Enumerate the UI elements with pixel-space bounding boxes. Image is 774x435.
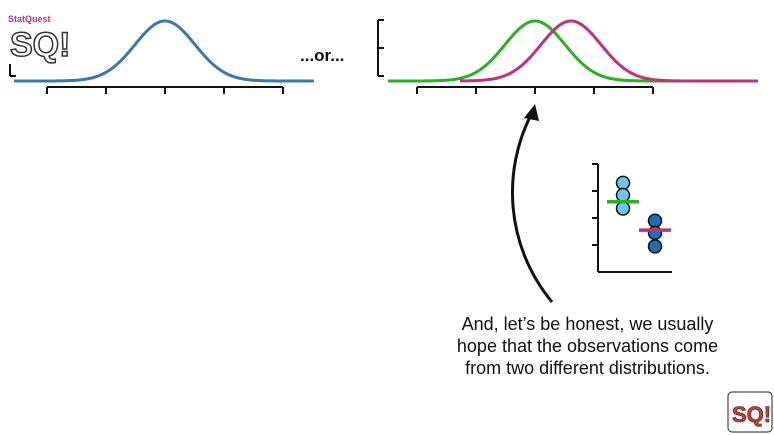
connector-text: ...or... (300, 46, 345, 65)
statquest-logo-bottom-right: SQ! (727, 391, 773, 433)
normal-curve-blue (14, 19, 314, 83)
statquest-logo-top-left: StatQuest SQ! (4, 2, 71, 65)
normal-curve-green (388, 19, 686, 83)
normal-curve-magenta (459, 19, 758, 83)
observation-points (607, 175, 671, 254)
single-distribution-chart (9, 19, 314, 94)
observation-point (615, 175, 631, 191)
svg-text:StatQuest: StatQuest (8, 14, 51, 24)
observation-point (615, 187, 631, 203)
observation-point (647, 239, 663, 254)
svg-text:SQ!: SQ! (732, 402, 771, 427)
caption-line: hope that the observations come (456, 336, 719, 356)
x-ticks (416, 87, 654, 94)
observations-chart (592, 163, 672, 273)
arrow-shaft (511, 112, 554, 303)
caption-line: And, let’s be honest, we usually (461, 314, 714, 334)
y-ticks (592, 163, 598, 246)
observation-point (647, 225, 663, 241)
caption-line: from two different distributions. (465, 358, 710, 378)
two-distributions-chart (377, 19, 758, 94)
x-ticks (46, 87, 284, 94)
arrow-head (524, 104, 539, 121)
curved-arrow (511, 104, 554, 303)
observation-point (615, 201, 631, 216)
caption: And, let’s be honest, we usually hope th… (405, 313, 770, 379)
observation-point (647, 213, 663, 228)
svg-text:SQ!: SQ! (10, 26, 70, 64)
